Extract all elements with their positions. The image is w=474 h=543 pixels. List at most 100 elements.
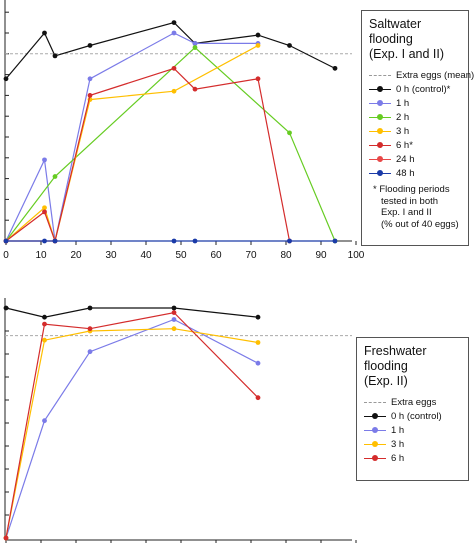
legend-entry: 0 h (control) [364, 409, 464, 423]
x-tick-label: 20 [70, 250, 82, 261]
x-tick-label: 70 [245, 250, 257, 261]
legend-swatch [364, 453, 386, 463]
legend-entry: 1 h [364, 423, 464, 437]
data-point [332, 238, 338, 244]
legend-note-line: (% out of 40 eggs) [381, 218, 459, 230]
series-1-h [3, 30, 261, 244]
freshwater-legend: Freshwater flooding (Exp. II) Extra eggs… [356, 337, 469, 481]
x-tick-label: 100 [348, 250, 365, 261]
data-point [171, 326, 177, 332]
data-point [287, 238, 292, 244]
legend-entries: 0 h (control)* 1 h 2 h 3 h 6 h* 24 h 48 h [369, 82, 464, 180]
data-point [171, 305, 177, 311]
legend-title-line: flooding [364, 359, 408, 373]
data-point [52, 238, 58, 244]
legend-label: 0 h (control) [391, 410, 442, 422]
x-tick-label: 60 [210, 250, 222, 261]
legend-swatch [369, 84, 391, 94]
x-tick-label: 80 [280, 250, 292, 261]
legend-entry: 2 h [369, 110, 464, 124]
legend-note-line: tested in both [381, 195, 439, 207]
data-point [52, 174, 58, 179]
x-tick-label: 30 [105, 250, 117, 261]
legend-entry: 0 h (control)* [369, 82, 464, 96]
data-point [42, 205, 47, 211]
data-point [171, 310, 177, 315]
data-point [171, 65, 177, 71]
legend-swatch [369, 140, 391, 150]
data-point [87, 76, 93, 82]
legend-entry-reference: Extra eggs [364, 395, 464, 409]
data-point [255, 360, 261, 366]
legend-label: 48 h [396, 167, 415, 179]
legend-label: 1 h [391, 424, 405, 436]
data-point [255, 43, 261, 48]
legend-label: 1 h [396, 97, 410, 109]
legend-title-line: flooding [369, 32, 413, 46]
legend-label: Extra eggs (mean) [396, 69, 474, 81]
data-point [42, 314, 47, 320]
data-point [171, 238, 177, 244]
data-point [87, 93, 93, 98]
legend-swatch [369, 70, 391, 80]
x-tick-label: 90 [315, 250, 327, 261]
saltwater-legend: Saltwater flooding (Exp. I and II) Extra… [361, 10, 474, 246]
series-6-h- [3, 65, 292, 244]
legend-entries: 0 h (control) 1 h 3 h 6 h [364, 409, 464, 465]
data-point [287, 43, 292, 48]
data-point [42, 157, 47, 163]
x-tick-label: 40 [140, 250, 152, 261]
data-point [87, 326, 93, 332]
series-3-h [3, 326, 261, 541]
data-point [171, 88, 177, 94]
data-point [255, 395, 261, 401]
data-point [42, 418, 47, 424]
series-line [5, 46, 336, 242]
legend-label: 6 h [391, 452, 405, 464]
series-0-h-control- [3, 20, 338, 82]
data-point [87, 43, 93, 48]
legend-label: 24 h [396, 153, 415, 165]
data-point [171, 20, 177, 25]
legend-swatch [364, 425, 386, 435]
data-point [87, 349, 93, 355]
legend-swatch [364, 411, 386, 421]
legend-swatch [369, 98, 391, 108]
legend-label: 3 h [391, 438, 405, 450]
legend-swatch [369, 154, 391, 164]
legend-label: 0 h (control)* [396, 83, 451, 95]
x-tick-label: 0 [3, 250, 9, 261]
legend-swatch [369, 126, 391, 136]
legend-entry: 6 h* [369, 138, 464, 152]
data-point [332, 65, 338, 71]
legend-entry: 1 h [369, 96, 464, 110]
data-point [192, 45, 198, 50]
data-point [42, 238, 47, 244]
legend-label: 6 h* [396, 139, 413, 151]
series-2-h [3, 45, 338, 244]
legend-swatch [369, 112, 391, 122]
legend-swatch [364, 439, 386, 449]
data-point [255, 32, 261, 38]
data-point [3, 238, 9, 244]
legend-entry: 48 h [369, 166, 464, 180]
data-point [255, 76, 261, 82]
legend-label: Extra eggs [391, 396, 437, 408]
freshwater-legend-title: Freshwater flooding (Exp. II) [364, 344, 464, 389]
data-point [171, 317, 177, 322]
legend-entry: 3 h [364, 437, 464, 451]
data-point [42, 321, 47, 327]
saltwater-panel: 0 10 20 30 40 50 60 70 80 90 100 [3, 0, 365, 261]
data-point [171, 30, 177, 36]
legend-note-line: * Flooding periods [373, 184, 450, 195]
data-point [87, 305, 93, 311]
legend-swatch [369, 168, 391, 178]
series-0-h-control- [3, 305, 261, 320]
data-point [287, 130, 292, 136]
legend-label: 3 h [396, 125, 410, 137]
freshwater-panel [3, 298, 357, 543]
data-point [192, 238, 198, 244]
data-point [255, 340, 261, 345]
legend-title-line: (Exp. I and II) [369, 47, 445, 61]
